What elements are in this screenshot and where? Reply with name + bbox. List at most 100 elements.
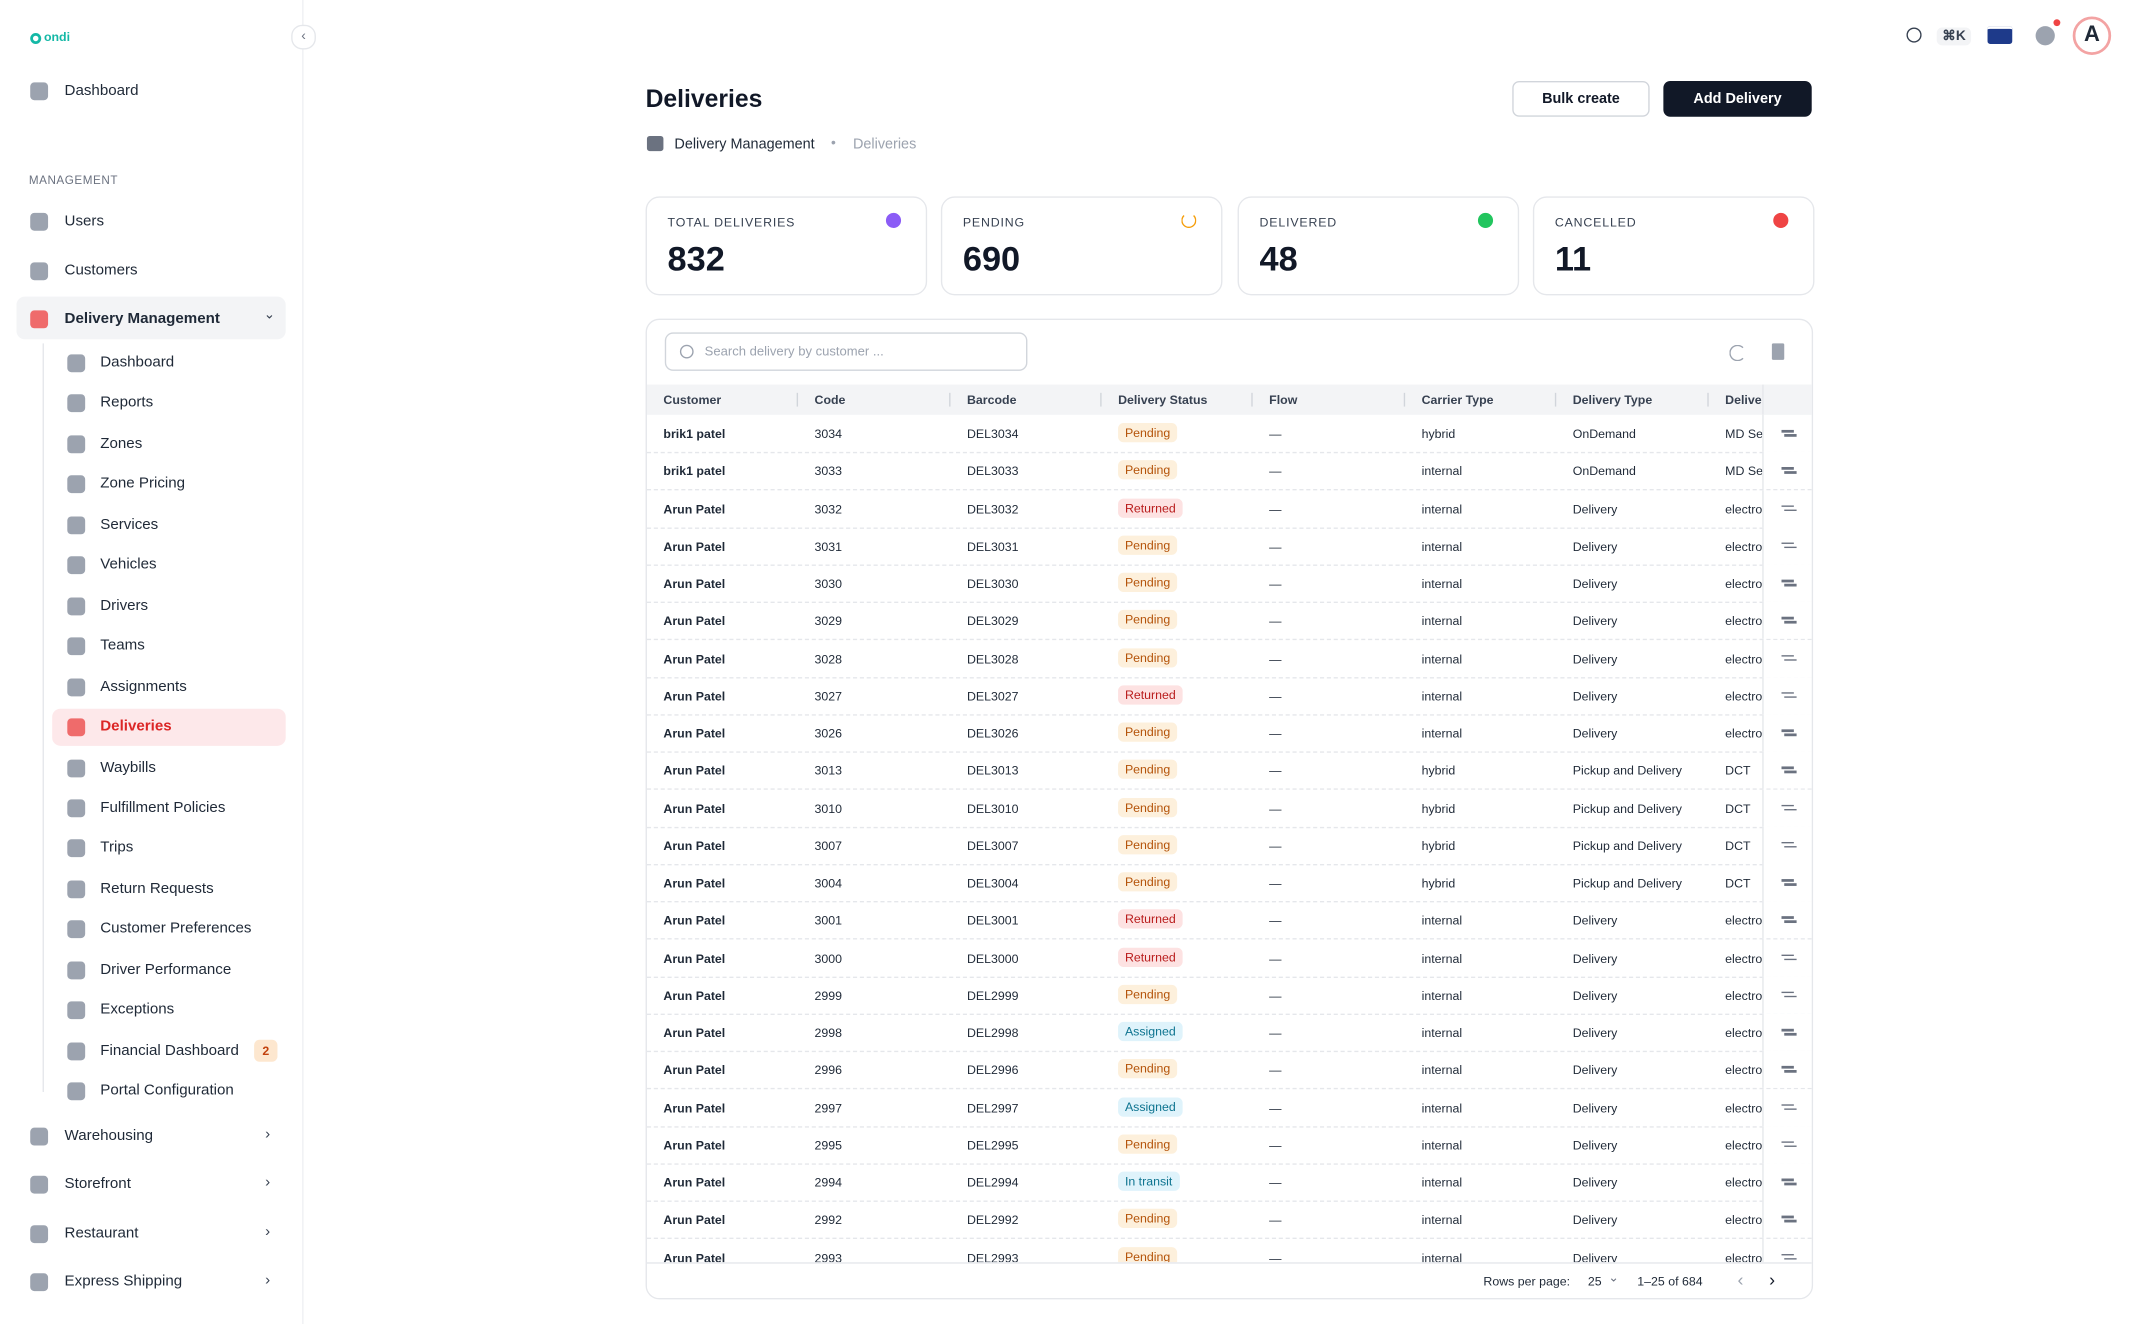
column-header[interactable]: Customer — [663, 392, 722, 407]
table-row[interactable]: Arun Patel 2997 DEL2997 Assigned — internal De… — [646, 1088, 1812, 1127]
nav-subitem[interactable]: Return Requests — [100, 880, 214, 897]
table-row[interactable]: brik1 patel 3034 DEL3034 Pending — hybrid OnDe… — [646, 414, 1812, 454]
table-row[interactable]: Arun Patel 3013 DEL3013 Pending — hybrid Picku… — [646, 751, 1812, 791]
nav-subitem[interactable]: Assignments — [100, 677, 187, 695]
table-row[interactable]: Arun Patel 3030 DEL3030 Pending — internal Del… — [646, 564, 1812, 603]
table-row[interactable]: Arun Patel 3007 DEL3007 Pending — hybrid Picku… — [646, 826, 1812, 865]
table-row[interactable]: Arun Patel 2995 DEL2995 Pending — internal Del… — [646, 1125, 1812, 1165]
row-actions[interactable] — [1762, 452, 1812, 490]
table-row[interactable]: Arun Patel 2992 DEL2992 Pending — internal Del… — [646, 1200, 1812, 1240]
table-row[interactable]: Arun Patel 3026 DEL3026 Pending — internal Del… — [646, 714, 1812, 753]
next-page[interactable]: › — [1769, 1269, 1776, 1290]
row-actions[interactable] — [1762, 676, 1812, 714]
table-row[interactable]: Arun Patel 3028 DEL3028 Pending — internal Del… — [646, 639, 1812, 678]
row-actions[interactable] — [1762, 639, 1812, 677]
table-row[interactable]: Arun Patel 3032 DEL3032 Returned — internal De… — [646, 489, 1812, 529]
nav-subitem[interactable]: Services — [100, 516, 159, 533]
nav-subitem[interactable]: Drivers — [100, 597, 149, 614]
row-actions[interactable] — [1762, 601, 1812, 640]
nav-group[interactable]: Delivery Management — [64, 310, 220, 327]
table-row[interactable]: Arun Patel 3010 DEL3010 Pending — hybrid Picku… — [646, 789, 1812, 828]
table-row[interactable]: Arun Patel 2999 DEL2999 Pending — internal Del… — [646, 976, 1812, 1015]
table-row[interactable]: Arun Patel 3001 DEL3001 Returned — internal De… — [646, 901, 1812, 940]
table-row[interactable]: Arun Patel 3000 DEL3000 Returned — internal De… — [646, 938, 1812, 978]
table-row[interactable]: Arun Patel 2994 DEL2994 In transit — internal… — [646, 1163, 1812, 1202]
refresh-icon[interactable] — [1729, 344, 1746, 362]
column-header[interactable]: Delive — [1725, 392, 1762, 407]
button[interactable]: Bulk create — [1512, 81, 1650, 117]
table-row[interactable]: Arun Patel 3029 DEL3029 Pending — internal Del… — [646, 601, 1812, 641]
search-icon[interactable] — [1906, 27, 1922, 43]
row-actions[interactable] — [1762, 714, 1812, 752]
row-actions[interactable] — [1762, 527, 1812, 565]
table-row[interactable]: brik1 patel 3033 DEL3033 Pending — internal On… — [646, 452, 1812, 491]
row-actions[interactable] — [1762, 1125, 1812, 1164]
nav-subitem[interactable]: Driver Performance — [100, 961, 232, 978]
breadcrumb[interactable]: Delivery Management — [674, 135, 815, 153]
nav-item[interactable]: Storefront — [64, 1176, 131, 1193]
nav-item[interactable]: Express Shipping — [64, 1273, 183, 1290]
row-actions[interactable] — [1762, 751, 1812, 789]
table-row[interactable]: Arun Patel 3027 DEL3027 Returned — internal De… — [646, 676, 1812, 716]
row-actions[interactable] — [1762, 1051, 1812, 1089]
column-header[interactable]: Delivery Type — [1572, 392, 1653, 407]
rows-per-page[interactable]: 25 — [1587, 1274, 1602, 1289]
nav-subitem[interactable]: Trips — [100, 839, 134, 857]
nav-subitem[interactable]: Waybills — [100, 758, 156, 776]
column-header[interactable]: Code — [814, 392, 846, 407]
nav-subitem[interactable]: Portal Configuration — [100, 1082, 234, 1099]
row-actions[interactable] — [1762, 1163, 1812, 1201]
row-actions[interactable] — [1762, 564, 1812, 602]
row-actions[interactable] — [1762, 826, 1812, 864]
row-actions[interactable] — [1762, 976, 1812, 1014]
table-row[interactable]: Arun Patel 2996 DEL2996 Pending — internal Del… — [646, 1051, 1812, 1090]
table-row[interactable]: Arun Patel 3031 DEL3031 Pending — internal Del… — [646, 527, 1812, 566]
column-header[interactable]: Flow — [1269, 392, 1298, 407]
column-header[interactable]: Barcode — [966, 392, 1017, 407]
avatar[interactable]: A — [2072, 16, 2112, 55]
nav-subitem[interactable]: Zones — [100, 435, 143, 452]
row-actions[interactable] — [1762, 1200, 1812, 1238]
delete-icon[interactable] — [1771, 343, 1785, 360]
table-row[interactable]: Arun Patel 3004 DEL3004 Pending — hybrid Picku… — [646, 863, 1812, 903]
nav-subitem[interactable]: Financial Dashboard — [100, 1042, 239, 1059]
table-cell: — — [1269, 951, 1282, 965]
nav-subitem[interactable]: Reports — [100, 394, 154, 412]
nav-subitem[interactable]: Zone Pricing — [100, 475, 186, 493]
prev-page[interactable]: ‹ — [1737, 1269, 1744, 1290]
table-row[interactable]: Arun Patel 2993 DEL2993 Pending — internal Del… — [647, 1238, 1812, 1263]
nav-subitem[interactable]: Teams — [100, 637, 145, 655]
row-actions[interactable] — [1762, 863, 1812, 902]
nav-subitem[interactable]: Vehicles — [100, 556, 157, 574]
language-flag[interactable] — [1987, 26, 2013, 44]
row-actions[interactable] — [1762, 414, 1812, 452]
row-actions[interactable] — [1762, 1088, 1812, 1126]
customer-cell: Arun Patel — [663, 951, 726, 965]
customer-cell: Arun Patel — [663, 1250, 726, 1263]
nav-item[interactable]: Dashboard — [64, 82, 139, 99]
row-actions[interactable] — [1762, 789, 1812, 827]
row-actions[interactable] — [1762, 901, 1812, 939]
nav-subitem[interactable]: Deliveries — [100, 718, 172, 735]
column-header[interactable]: Carrier Type — [1421, 392, 1494, 407]
nav-item[interactable]: Users — [64, 212, 105, 230]
button[interactable]: Add Delivery — [1663, 81, 1812, 117]
nav-item[interactable]: Warehousing — [64, 1127, 154, 1145]
nav-subitem[interactable]: Exceptions — [100, 1001, 175, 1019]
row-actions[interactable] — [1762, 489, 1812, 527]
nav-item[interactable]: Restaurant — [64, 1224, 139, 1242]
collapse-button[interactable]: ‹ — [291, 24, 316, 50]
shortcut[interactable]: ⌘K — [1936, 27, 1972, 46]
search-box[interactable]: Search delivery by customer ... — [664, 332, 1028, 371]
nav-subitem[interactable]: Customer Preferences — [100, 920, 252, 938]
settings-icon[interactable] — [2035, 26, 2055, 46]
row-actions[interactable] — [1762, 1013, 1812, 1051]
row-actions[interactable] — [1762, 1238, 1812, 1263]
nav-subitem[interactable]: Fulfillment Policies — [100, 799, 226, 816]
row-actions[interactable] — [1762, 938, 1812, 976]
nav-subitem[interactable]: Dashboard — [100, 354, 175, 371]
nav-group-bg[interactable] — [16, 296, 286, 340]
column-header[interactable]: Delivery Status — [1118, 392, 1208, 407]
nav-item[interactable]: Customers — [64, 262, 138, 279]
table-row[interactable]: Arun Patel 2998 DEL2998 Assigned — internal De… — [646, 1013, 1812, 1053]
